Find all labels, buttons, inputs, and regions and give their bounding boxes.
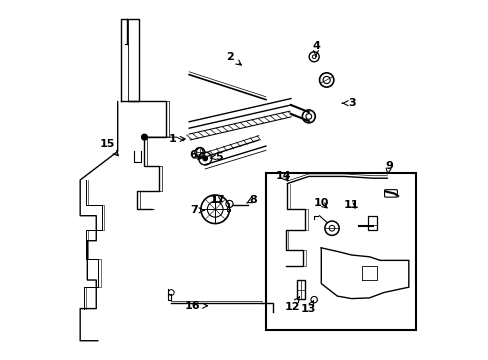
Circle shape: [142, 134, 147, 140]
Circle shape: [203, 157, 207, 161]
Text: 15: 15: [99, 139, 118, 156]
Text: 1: 1: [169, 134, 185, 144]
Text: 6: 6: [188, 150, 199, 160]
Text: 13: 13: [301, 301, 316, 314]
Text: 17: 17: [209, 195, 225, 204]
Text: 14: 14: [275, 171, 291, 181]
Text: 7: 7: [190, 205, 204, 215]
Text: 2: 2: [226, 52, 241, 65]
Text: 11: 11: [343, 200, 359, 210]
Text: 10: 10: [313, 198, 328, 208]
Bar: [297, 280, 304, 298]
Text: 8: 8: [246, 195, 257, 204]
Text: 4: 4: [311, 41, 319, 57]
Bar: [265, 173, 415, 330]
Text: 3: 3: [342, 98, 355, 108]
Text: 9: 9: [385, 161, 392, 174]
Text: 16: 16: [184, 301, 207, 311]
Text: 5: 5: [210, 152, 223, 162]
Text: 12: 12: [285, 297, 300, 312]
Bar: [367, 216, 376, 230]
